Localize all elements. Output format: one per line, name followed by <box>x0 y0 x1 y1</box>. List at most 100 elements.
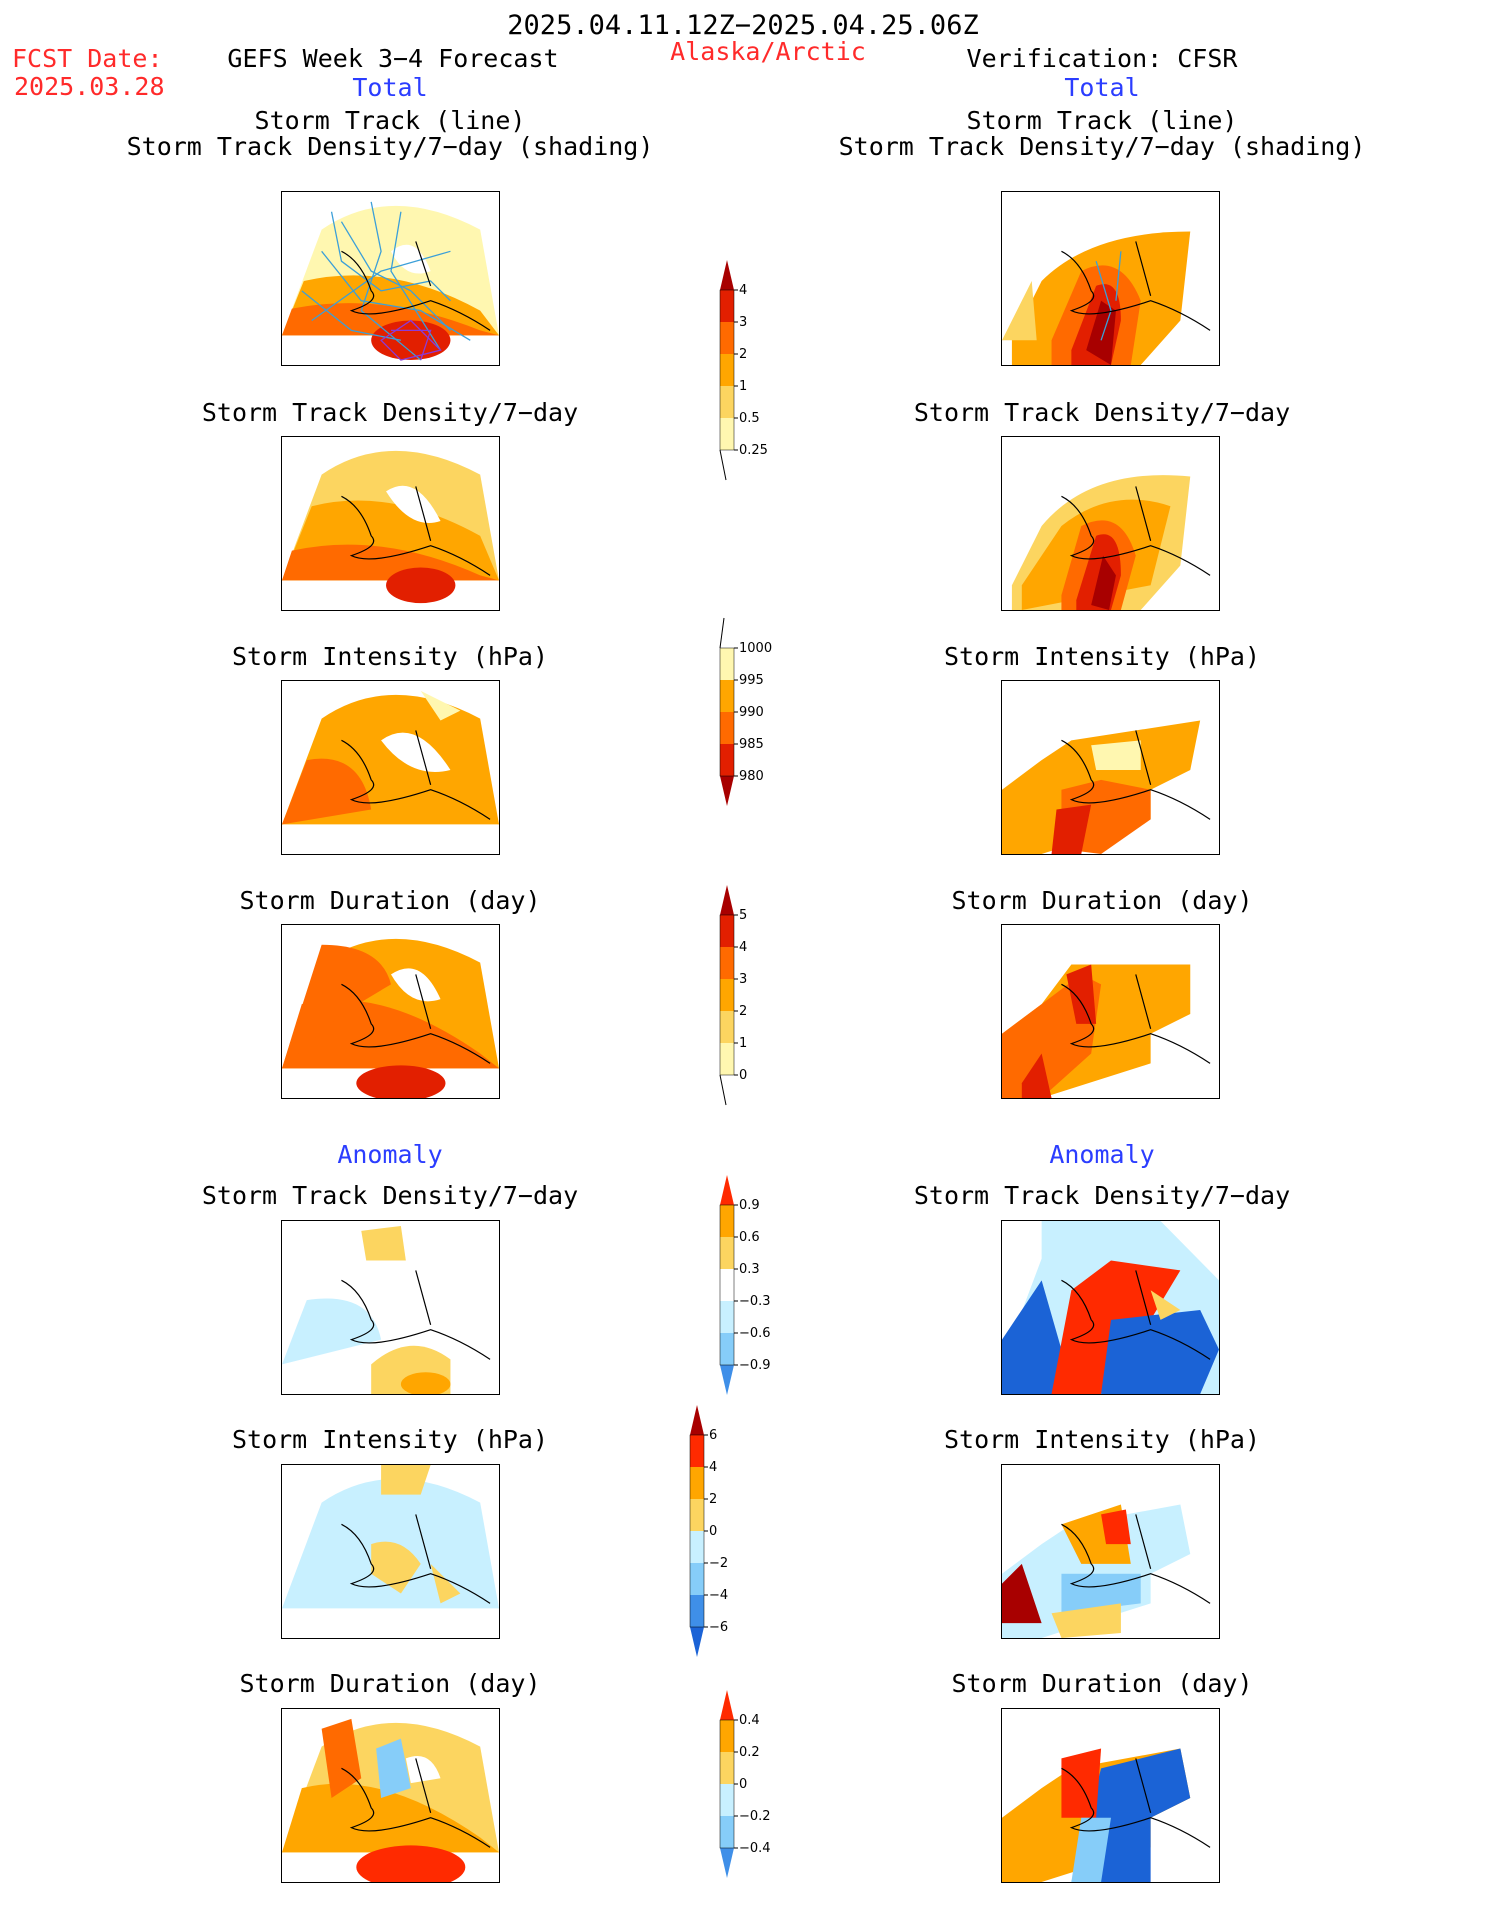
colorbar-segment <box>720 915 734 947</box>
colorbar-label: 4 <box>709 1460 717 1475</box>
colorbar-segment <box>720 1301 734 1333</box>
title-anom-duration-right: Storm Duration (day) <box>951 1669 1253 1698</box>
title-anom-intensity-right: Storm Intensity (hPa) <box>943 1425 1261 1454</box>
colorbar-outline <box>719 647 735 777</box>
map-intensity-forecast <box>281 680 500 855</box>
colorbar-label: −2 <box>709 1556 728 1571</box>
colorbar-label: 990 <box>739 705 764 720</box>
colorbar-bottom-tip <box>720 1365 734 1395</box>
map-density-anomaly-forecast <box>281 1220 500 1395</box>
colorbar-outline <box>719 1719 735 1849</box>
fcst-date-label: FCST Date: <box>12 44 163 73</box>
colorbar-density: 4 3 2 1 0.5 0.25 <box>719 260 800 554</box>
title-anom-density-left: Storm Track Density/7−day <box>201 1181 579 1210</box>
colorbar-segment <box>720 648 734 680</box>
colorbar-label: 6 <box>709 1428 717 1443</box>
colorbar-segment <box>720 947 734 979</box>
colorbar-label: 0.3 <box>739 1262 760 1277</box>
colorbar-segment <box>720 290 734 322</box>
colorbar-segment <box>720 712 734 744</box>
colorbar-label: 0 <box>739 1777 747 1792</box>
colorbar-label: 0.2 <box>739 1745 760 1760</box>
region-title: Alaska/Arctic <box>670 37 866 66</box>
model-title: GEFS Week 3−4 Forecast <box>227 44 559 73</box>
colorbar-label: −0.6 <box>739 1326 771 1341</box>
title-density-right: Storm Track Density/7−day <box>913 398 1291 427</box>
map-duration-verification <box>1001 924 1220 1099</box>
title-track-line-left: Storm Track (line) <box>254 106 526 135</box>
colorbar-segment <box>720 1269 734 1301</box>
map-track-forecast <box>281 191 500 366</box>
colorbar-label: 980 <box>739 769 764 784</box>
colorbar-segment <box>720 418 734 450</box>
anomaly-label-left: Anomaly <box>337 1140 443 1169</box>
colorbar-top-tip <box>720 1175 734 1205</box>
colorbar-segment <box>720 354 734 386</box>
colorbar-hook <box>719 617 725 649</box>
colorbar-segment <box>690 1435 704 1467</box>
colorbar-top-tip <box>690 1405 704 1435</box>
colorbar-label: 3 <box>739 972 747 987</box>
colorbar-outline <box>719 1204 735 1366</box>
total-label-right: Total <box>1064 73 1140 102</box>
colorbar-intensity: 1000 995 990 985 980 <box>719 617 800 894</box>
colorbar-segment <box>720 386 734 418</box>
colorbar-label: 5 <box>739 908 747 923</box>
colorbar-bottom-tip <box>720 776 734 806</box>
colorbar-segment <box>720 1816 734 1848</box>
colorbar-label: 3 <box>739 315 747 330</box>
colorbar-intensity-anomaly: 6 4 2 0 −2 −4 −6 <box>689 1405 770 1719</box>
map-duration-anomaly-verification <box>1001 1708 1220 1883</box>
colorbar-segment <box>720 1237 734 1269</box>
colorbar-segment <box>720 744 734 776</box>
map-density-forecast <box>281 436 500 611</box>
colorbar-label: −0.3 <box>739 1294 771 1309</box>
colorbar-label: 0.4 <box>739 1713 760 1728</box>
colorbar-top-tip <box>720 1690 734 1720</box>
title-anom-duration-left: Storm Duration (day) <box>239 1669 541 1698</box>
colorbar-hook <box>719 449 727 481</box>
colorbar-label: −0.2 <box>739 1809 771 1824</box>
colorbar-label: 1000 <box>739 641 772 656</box>
colorbar-label: 0.5 <box>739 411 760 426</box>
colorbar-segment <box>720 1752 734 1784</box>
title-duration-right: Storm Duration (day) <box>951 886 1253 915</box>
colorbar-label: 1 <box>739 379 747 394</box>
fcst-date-value: 2025.03.28 <box>14 72 165 101</box>
colorbar-segment <box>720 1720 734 1752</box>
map-intensity-anomaly-verification <box>1001 1464 1220 1639</box>
colorbar-label: 1 <box>739 1036 747 1051</box>
colorbar-segment <box>720 1043 734 1075</box>
colorbar-label: −4 <box>709 1588 728 1603</box>
colorbar-label: 2 <box>739 1004 747 1019</box>
colorbar-segment <box>720 680 734 712</box>
title-anom-intensity-left: Storm Intensity (hPa) <box>231 1425 549 1454</box>
colorbar-top-tip <box>720 260 734 290</box>
map-duration-anomaly-forecast <box>281 1708 500 1883</box>
colorbar-label: 4 <box>739 283 747 298</box>
colorbar-segment <box>690 1531 704 1563</box>
colorbar-segment <box>690 1499 704 1531</box>
colorbar-label: 4 <box>739 940 747 955</box>
colorbar-label: −0.9 <box>739 1358 771 1373</box>
map-density-verification <box>1001 436 1220 611</box>
title-track-line-right: Storm Track (line) <box>966 106 1238 135</box>
map-duration-forecast <box>281 924 500 1099</box>
colorbar-hook <box>719 1074 727 1106</box>
colorbar-duration: 5 4 3 2 1 0 <box>719 885 800 1179</box>
title-density-left: Storm Track Density/7−day <box>201 398 579 427</box>
verification-title: Verification: CFSR <box>966 44 1238 73</box>
map-track-verification <box>1001 191 1220 366</box>
colorbar-label: −6 <box>709 1620 728 1635</box>
colorbar-label: 995 <box>739 673 764 688</box>
colorbar-segment <box>690 1595 704 1627</box>
colorbar-segment <box>720 1333 734 1365</box>
colorbar-bottom-tip <box>690 1627 704 1657</box>
colorbar-outline <box>719 289 735 451</box>
anomaly-label-right: Anomaly <box>1049 1140 1155 1169</box>
title-duration-left: Storm Duration (day) <box>239 886 541 915</box>
colorbar-density-anomaly: 0.9 0.6 0.3 −0.3 −0.6 −0.9 <box>719 1175 800 1459</box>
colorbar-label: 2 <box>709 1492 717 1507</box>
title-intensity-left: Storm Intensity (hPa) <box>231 642 549 671</box>
title-intensity-right: Storm Intensity (hPa) <box>943 642 1261 671</box>
